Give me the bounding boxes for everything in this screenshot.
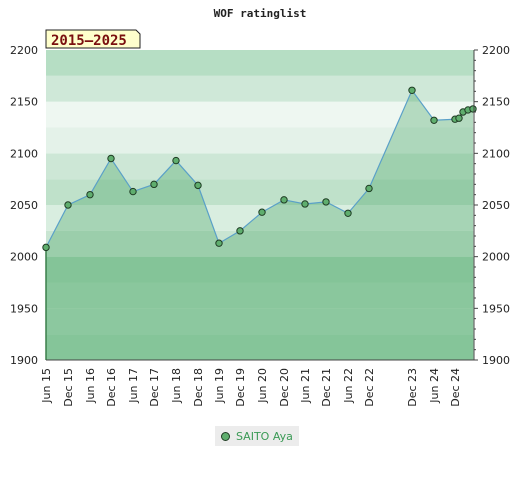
- data-point: [86, 190, 94, 199]
- y-tick-label-right: 2100: [482, 147, 510, 160]
- data-point: [322, 198, 330, 206]
- x-tick-label: Jun 18: [170, 368, 183, 404]
- background-band: [46, 179, 474, 205]
- chart-title: WOF ratinglist: [214, 7, 307, 20]
- background-band: [46, 282, 474, 309]
- background-band: [46, 256, 474, 283]
- background-band: [46, 127, 474, 154]
- data-point: [301, 200, 309, 208]
- background-band: [46, 334, 474, 360]
- data-point: [172, 156, 180, 165]
- x-tick-label: Jun 20: [256, 368, 269, 404]
- background-band: [46, 153, 474, 180]
- x-tick-label: Jun 16: [84, 368, 97, 404]
- background-band: [46, 75, 474, 102]
- x-tick-label: Dec 22: [363, 368, 376, 407]
- background-bands: [46, 50, 474, 360]
- data-point: [344, 209, 352, 217]
- data-point: [42, 243, 50, 252]
- x-tick-label: Dec 20: [278, 368, 291, 407]
- series-area: [46, 90, 473, 361]
- x-tick-label: Jun 17: [127, 368, 140, 404]
- data-point: [455, 114, 463, 122]
- axes: 1900 1900 1950 1950 2000 2000 2050 2050 2100 2100…: [10, 44, 510, 407]
- y-tick-label-left: 2000: [10, 251, 38, 264]
- x-tick-label: Jun 22: [342, 368, 355, 404]
- legend-label: SAITO Aya: [236, 429, 293, 443]
- y-tick-label-left: 1950: [10, 302, 38, 315]
- x-tick-label: Dec 21: [320, 368, 333, 407]
- y-tick-label-right: 2200: [482, 44, 510, 57]
- x-tick-label: Dec 16: [105, 368, 118, 407]
- data-point: [129, 187, 137, 196]
- y-tick-label-right: 2150: [482, 96, 510, 109]
- background-band: [46, 308, 474, 335]
- y-tick-label-left: 2050: [10, 199, 38, 212]
- data-point: [408, 86, 416, 95]
- y-tick-label-right: 2000: [482, 251, 510, 264]
- data-point: [236, 227, 244, 235]
- y-tick-label-left: 2200: [10, 44, 38, 57]
- x-tick-label: Dec 23: [406, 368, 419, 407]
- y-tick-label-left: 2100: [10, 147, 38, 160]
- background-band: [46, 101, 474, 128]
- y-tick-label-right: 1900: [482, 354, 510, 367]
- y-tick-label-left: 2150: [10, 96, 38, 109]
- x-tick-label: Dec 24: [449, 368, 462, 407]
- x-tick-label: Jun 19: [213, 368, 226, 404]
- x-tick-label: Jun 15: [40, 368, 53, 404]
- legend-marker-icon: [221, 431, 230, 441]
- x-tick-label: Dec 17: [148, 368, 161, 407]
- data-point: [258, 208, 266, 216]
- x-tick-label: Jun 24: [428, 368, 441, 404]
- plot-area: [42, 86, 477, 361]
- y-tick-label-left: 1900: [10, 354, 38, 367]
- data-point: [64, 201, 72, 209]
- data-point: [430, 116, 438, 124]
- y-tick-label-right: 1950: [482, 302, 510, 315]
- data-point: [215, 239, 223, 247]
- y-tick-label-right: 2050: [482, 199, 510, 212]
- background-band: [46, 230, 474, 257]
- period-badge: 2015–2025: [45, 29, 141, 49]
- data-point: [280, 196, 288, 204]
- background-band: [46, 50, 474, 76]
- data-point: [107, 154, 115, 163]
- period-badge-label: 2015–2025: [51, 33, 127, 49]
- x-tick-label: Dec 19: [234, 368, 247, 407]
- x-tick-label: Jun 21: [299, 368, 312, 404]
- data-point: [469, 105, 477, 113]
- x-tick-label: Dec 18: [192, 368, 205, 407]
- x-tick-label: Dec 15: [62, 368, 75, 407]
- data-point: [194, 181, 202, 190]
- legend: SAITO Aya: [215, 426, 299, 446]
- data-point: [150, 180, 158, 189]
- data-point: [365, 184, 373, 193]
